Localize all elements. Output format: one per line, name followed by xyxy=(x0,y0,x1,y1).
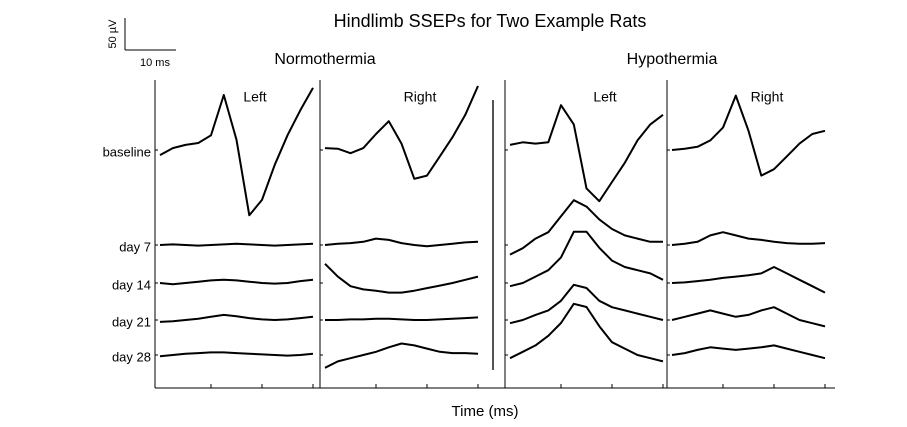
row-label: baseline xyxy=(103,144,151,159)
x-axis-label: Time (ms) xyxy=(452,403,519,420)
trace xyxy=(509,230,664,288)
trace xyxy=(509,302,664,363)
trace xyxy=(509,104,664,203)
trace xyxy=(324,85,479,180)
panel-title: Left xyxy=(243,89,266,105)
trace xyxy=(509,283,664,325)
panel-title: Left xyxy=(593,89,616,105)
row-label: day 28 xyxy=(112,349,151,364)
trace xyxy=(159,313,314,323)
trace xyxy=(671,344,826,360)
trace xyxy=(671,266,826,294)
group-title: Hypothermia xyxy=(627,51,718,68)
trace xyxy=(159,87,314,217)
row-label: day 7 xyxy=(119,239,151,254)
scale-bar-x-label: 10 ms xyxy=(140,57,170,69)
trace xyxy=(671,231,826,246)
chart-title: Hindlimb SSEPs for Two Example Rats xyxy=(334,11,647,31)
trace xyxy=(324,263,479,294)
panel-title: Right xyxy=(404,89,437,105)
trace xyxy=(159,351,314,358)
group-title: Normothermia xyxy=(274,51,375,68)
trace xyxy=(325,316,479,321)
trace xyxy=(671,306,826,328)
scale-bar-y-label: 50 µV xyxy=(107,19,119,49)
trace xyxy=(159,242,314,247)
trace xyxy=(324,342,479,369)
trace xyxy=(509,199,663,256)
row-label: day 21 xyxy=(112,314,151,329)
panel-title: Right xyxy=(751,89,784,105)
trace xyxy=(671,94,826,177)
trace xyxy=(159,278,314,286)
trace xyxy=(324,237,479,248)
row-label: day 14 xyxy=(112,277,151,292)
